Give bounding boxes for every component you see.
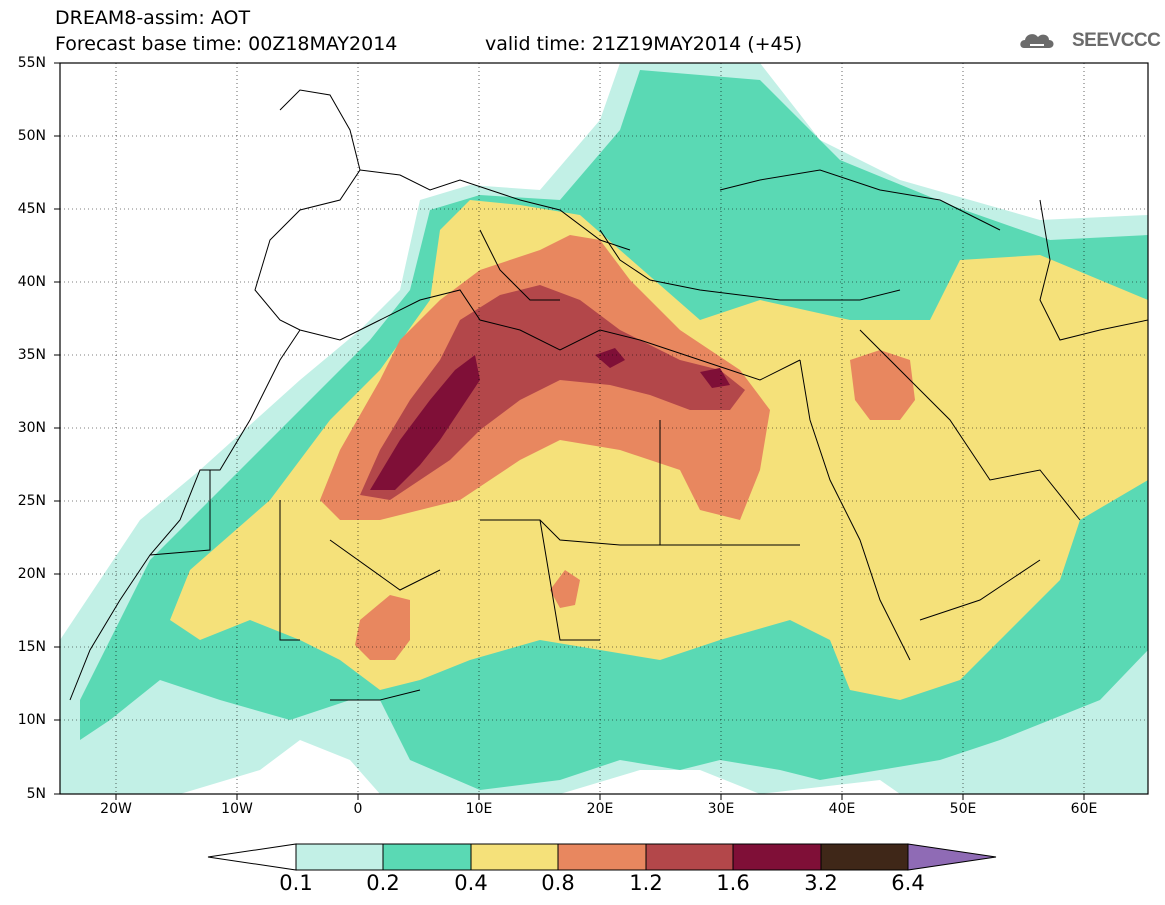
valid-time: valid time: 21Z19MAY2014 (+45) [485, 33, 803, 55]
colorbar [207, 843, 997, 871]
lat-label: 50N [17, 128, 46, 144]
colorbar-swatch-1 [382, 843, 472, 871]
graticule [60, 63, 1148, 794]
colorbar-swatch-2 [470, 843, 559, 871]
lat-label: 45N [17, 201, 46, 217]
axis-ticks [54, 62, 1085, 800]
colorbar-label: 0.4 [454, 871, 488, 895]
lon-label: 40E [828, 801, 856, 817]
lon-label: 50E [949, 801, 977, 817]
lat-label: 15N [17, 639, 46, 655]
colorbar-label: 3.2 [804, 871, 838, 895]
lat-label: 30N [17, 420, 46, 436]
colorbar-label: 0.8 [541, 871, 575, 895]
lon-label: 60E [1070, 801, 1098, 817]
map-title: DREAM8-assim: AOT [55, 7, 251, 29]
lat-label: 40N [17, 274, 46, 290]
colorbar-label: 1.2 [629, 871, 663, 895]
lat-label: 5N [26, 786, 46, 802]
lat-label: 20N [17, 566, 46, 582]
colorbar-label: 6.4 [891, 871, 925, 895]
colorbar-label: 0.2 [366, 871, 400, 895]
aot-field [60, 63, 1148, 794]
logo-text: SEEVCCC [1072, 30, 1161, 51]
colorbar-swatch-6 [820, 843, 909, 871]
lat-label: 35N [17, 347, 46, 363]
colorbar-swatch-3 [557, 843, 647, 871]
coastlines [69, 89, 1148, 701]
lon-label: 20E [586, 801, 614, 817]
colorbar-under-arrow [207, 843, 297, 871]
colorbar-swatch-5 [732, 843, 822, 871]
lon-label: 10W [221, 801, 253, 817]
colorbar-swatch-4 [645, 843, 734, 871]
lat-label: 55N [17, 55, 46, 71]
lon-label: 20W [100, 801, 132, 817]
lat-label: 10N [17, 712, 46, 728]
base-time: Forecast base time: 00Z18MAY2014 [55, 33, 398, 55]
colorbar-swatch-0 [295, 843, 384, 871]
lat-label: 25N [17, 493, 46, 509]
cloud-logo-icon [1020, 34, 1054, 48]
colorbar-label: 1.6 [716, 871, 750, 895]
colorbar-over-arrow [907, 843, 997, 871]
lon-label: 0 [353, 801, 363, 817]
colorbar-label: 0.1 [279, 871, 313, 895]
lon-label: 10E [465, 801, 493, 817]
lon-label: 30E [707, 801, 735, 817]
